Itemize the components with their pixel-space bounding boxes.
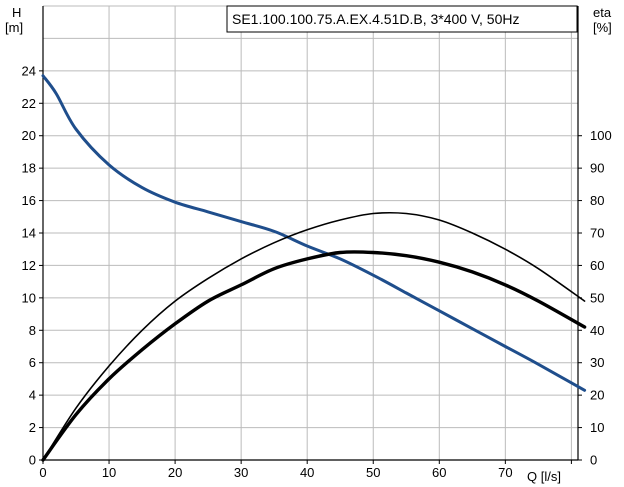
- efficiency-curve-total: [41, 250, 587, 462]
- efficiency-curve-pump: [42, 211, 586, 461]
- x-tick-label: 30: [234, 465, 248, 480]
- y-left-unit: [m]: [5, 20, 23, 35]
- y-left-tick-label: 12: [22, 258, 36, 273]
- y-right-tick-label: 0: [590, 453, 597, 468]
- y-right-tick-label: 60: [590, 258, 604, 273]
- y-left-tick-label: 14: [22, 226, 36, 241]
- y-right-unit: [%]: [593, 20, 612, 35]
- y-left-tick-label: 4: [29, 388, 36, 403]
- x-tick-label: 10: [102, 465, 116, 480]
- series: [41, 74, 587, 462]
- tick-labels: 0 10 20 30 40 50 60 700246810121416182022240102…: [22, 63, 612, 480]
- head-curve: [41, 74, 587, 392]
- grid: [43, 5, 578, 460]
- chart-title: SE1.100.100.75.A.EX.4.51D.B, 3*400 V, 50…: [232, 11, 519, 27]
- y-left-tick-label: 22: [22, 96, 36, 111]
- y-left-tick-label: 0: [29, 453, 36, 468]
- title-box: SE1.100.100.75.A.EX.4.51D.B, 3*400 V, 50…: [226, 5, 578, 33]
- y-right-tick-label: 40: [590, 323, 604, 338]
- x-tick-label: 70: [498, 465, 512, 480]
- y-right-symbol: eta: [593, 5, 612, 20]
- x-tick-label: 40: [300, 465, 314, 480]
- y-left-tick-label: 10: [22, 290, 36, 305]
- y-right-tick-label: 70: [590, 226, 604, 241]
- y-right-tick-label: 20: [590, 388, 604, 403]
- x-tick-label: 60: [432, 465, 446, 480]
- y-right-tick-label: 30: [590, 355, 604, 370]
- y-right-tick-label: 100: [590, 128, 612, 143]
- y-right-tick-label: 50: [590, 290, 604, 305]
- y-left-tick-label: 6: [29, 355, 36, 370]
- y-left-tick-label: 16: [22, 193, 36, 208]
- y-left-tick-label: 20: [22, 128, 36, 143]
- x-tick-label: 20: [168, 465, 182, 480]
- y-left-tick-label: 24: [22, 63, 36, 78]
- y-left-tick-label: 18: [22, 161, 36, 176]
- y-right-tick-label: 80: [590, 193, 604, 208]
- x-axis-label: Q [l/s]: [527, 469, 561, 484]
- y-left-tick-label: 8: [29, 323, 36, 338]
- x-tick-label: 0: [39, 465, 46, 480]
- y-left-symbol: H: [12, 5, 21, 20]
- y-right-tick-label: 10: [590, 420, 604, 435]
- y-right-tick-label: 90: [590, 161, 604, 176]
- y-left-tick-label: 2: [29, 420, 36, 435]
- title-frame: [226, 5, 578, 33]
- x-tick-label: 50: [366, 465, 380, 480]
